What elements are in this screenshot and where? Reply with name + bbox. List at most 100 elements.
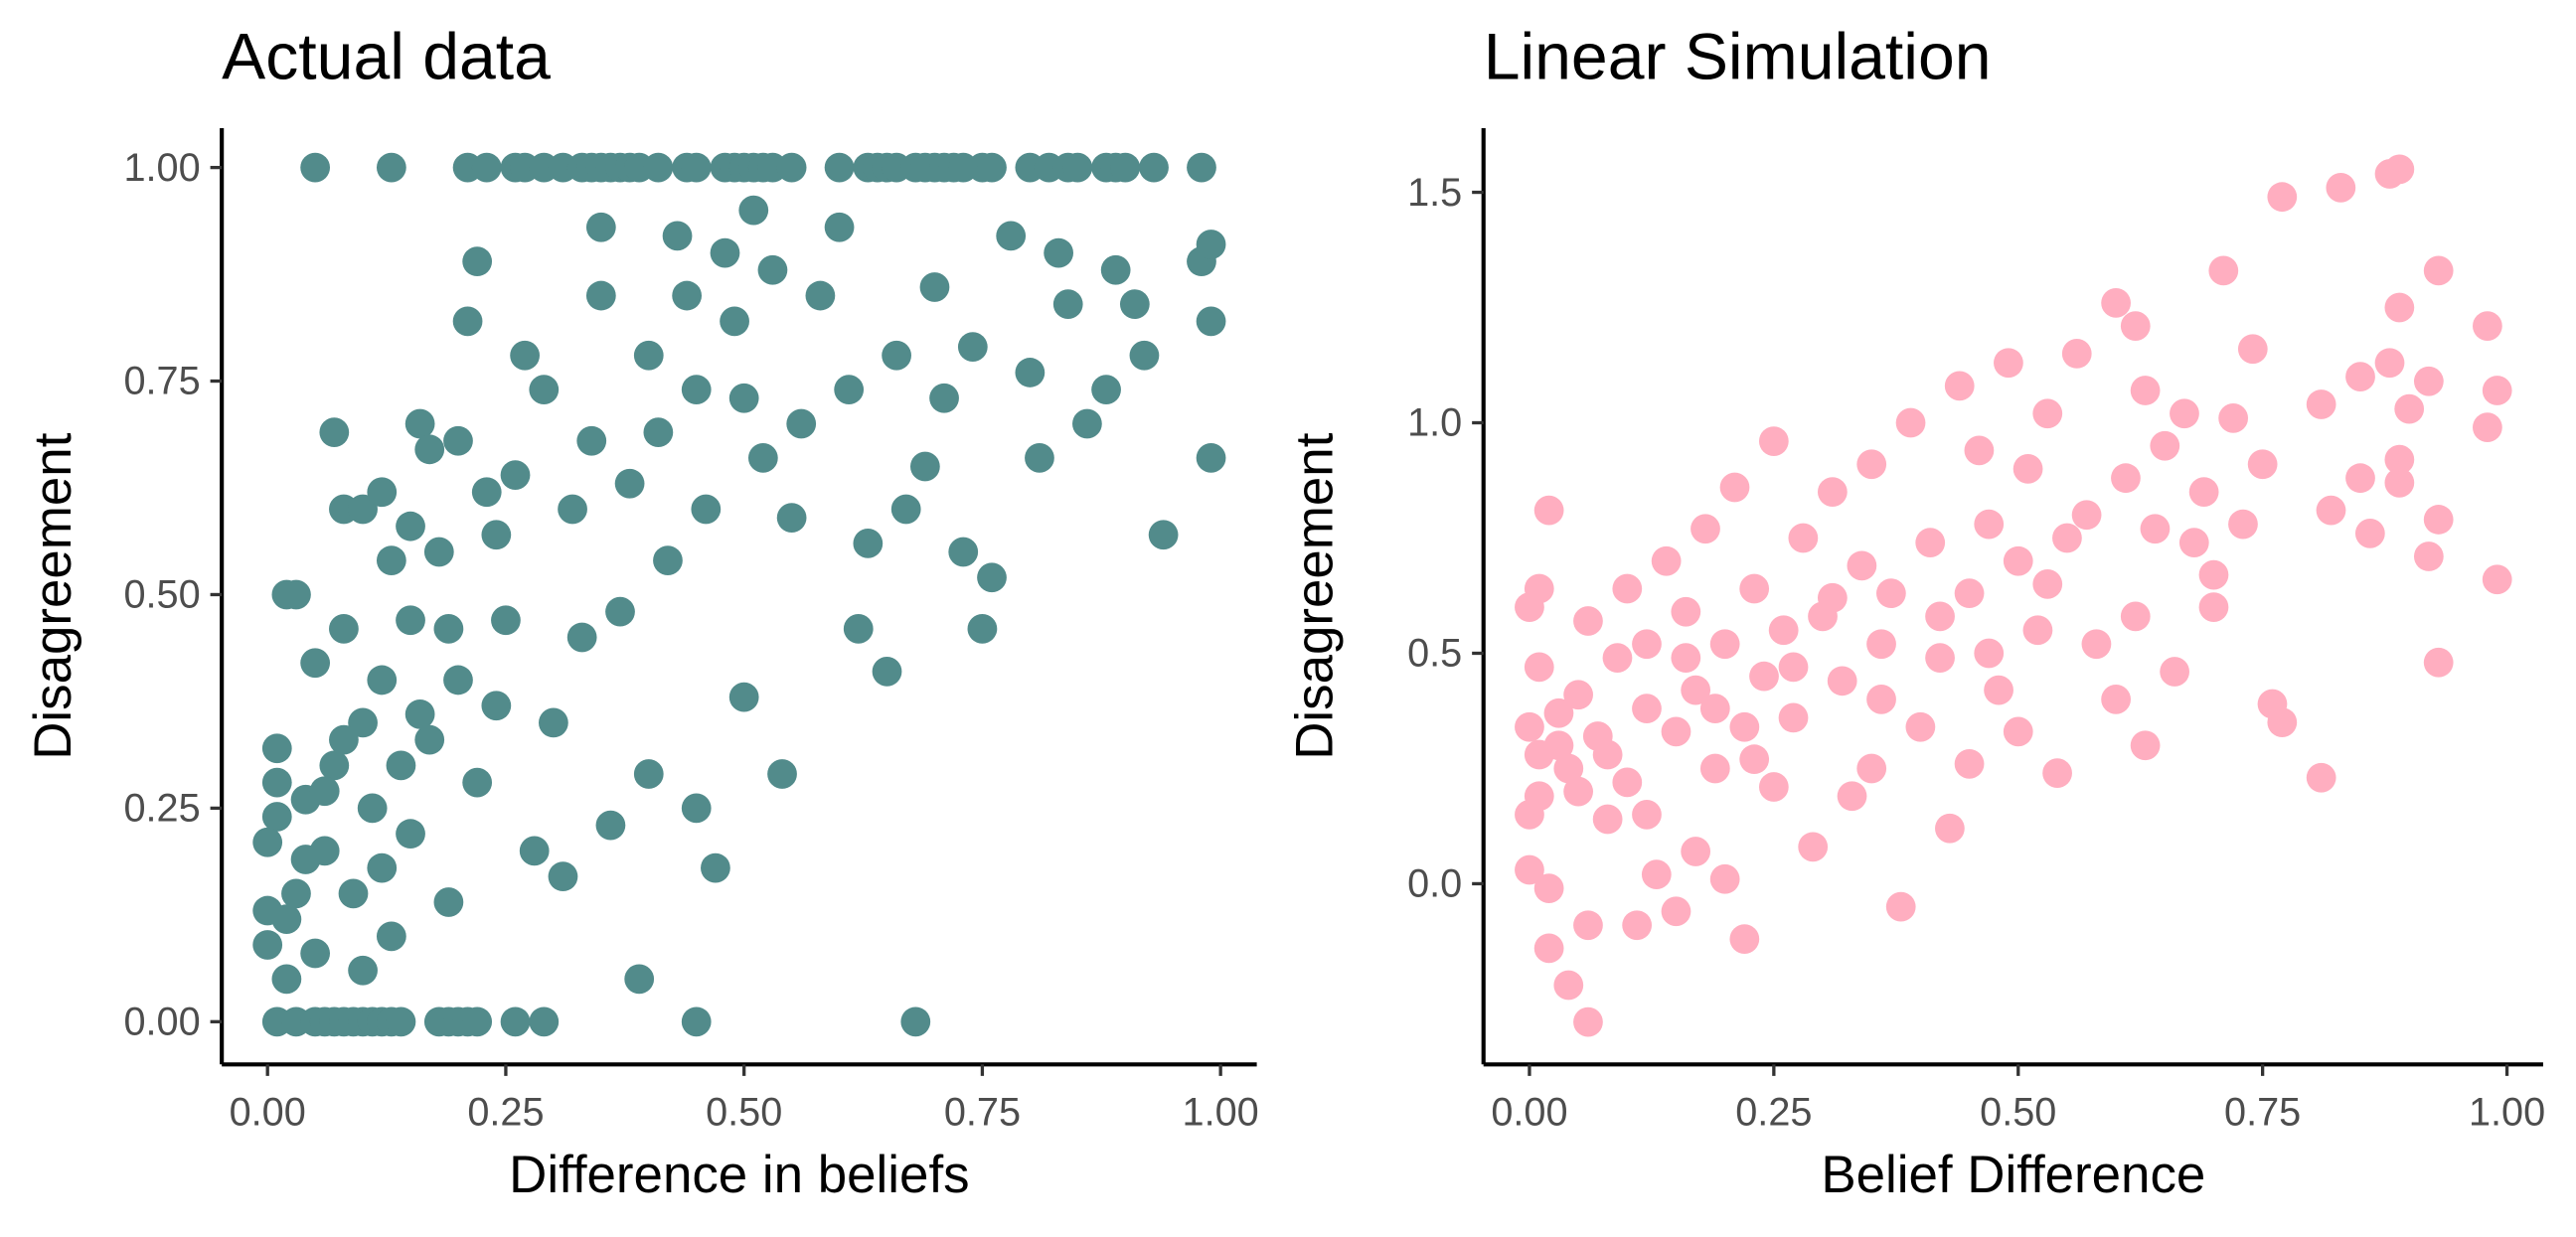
point	[1515, 711, 1544, 742]
point	[2170, 398, 2199, 429]
point	[919, 272, 950, 302]
point	[2208, 255, 2239, 286]
point	[2423, 647, 2454, 678]
chart-title: Linear Simulation	[1484, 20, 1992, 93]
point	[2218, 402, 2249, 433]
point	[510, 340, 540, 371]
point	[2120, 311, 2151, 341]
point	[348, 494, 378, 525]
point	[1622, 910, 1653, 941]
point	[1553, 970, 1584, 1001]
point	[396, 605, 425, 636]
point	[300, 648, 331, 679]
point	[1632, 629, 1662, 660]
point	[2052, 523, 2082, 553]
point	[386, 1006, 416, 1037]
panel: Actual data Difference in beliefs Disagree…	[24, 20, 1259, 1204]
point	[1681, 675, 1711, 705]
point	[996, 221, 1027, 251]
point	[433, 613, 464, 644]
point	[2267, 182, 2298, 213]
point	[2228, 509, 2258, 540]
y-tick-label: 0.5	[1407, 632, 1462, 676]
point	[643, 152, 674, 183]
point	[1866, 629, 1896, 660]
point	[1651, 545, 1682, 576]
point	[2061, 339, 2092, 369]
point	[529, 375, 560, 405]
x-tick-label: 0.75	[2224, 1090, 2301, 1134]
point	[548, 861, 578, 892]
point	[329, 724, 359, 755]
point	[2032, 569, 2063, 599]
point	[357, 793, 388, 824]
point	[2188, 477, 2219, 507]
point	[1778, 702, 1809, 733]
point	[261, 733, 292, 764]
point	[1592, 739, 1623, 770]
point	[1015, 358, 1046, 387]
point	[1758, 426, 1789, 456]
point	[2384, 467, 2415, 498]
point	[1954, 748, 1985, 779]
point	[1837, 781, 1867, 812]
point	[2384, 292, 2415, 323]
point	[1905, 711, 1936, 742]
point	[281, 579, 311, 610]
point	[261, 802, 292, 832]
point	[500, 460, 531, 490]
point	[1187, 152, 1216, 183]
point	[481, 691, 512, 721]
point	[2247, 449, 2278, 480]
point	[1612, 767, 1643, 798]
point	[396, 511, 425, 541]
point	[1119, 289, 1150, 320]
point	[2101, 288, 2131, 318]
y-tick-label: 0.0	[1407, 862, 1462, 906]
point	[252, 930, 283, 960]
point	[462, 246, 493, 277]
point	[1935, 813, 1965, 844]
point	[2003, 716, 2033, 747]
point	[566, 622, 597, 653]
y-axis-title: Disagreement	[24, 432, 82, 759]
point	[824, 212, 855, 242]
point	[681, 152, 712, 183]
x-tick-label: 0.25	[1735, 1090, 1812, 1134]
point	[633, 759, 664, 789]
point	[1632, 799, 1662, 830]
point	[701, 852, 730, 883]
point	[2413, 541, 2444, 571]
point	[2081, 629, 2112, 660]
point	[2032, 398, 2063, 429]
point	[2306, 762, 2336, 793]
point	[2354, 518, 2385, 548]
point	[300, 152, 331, 183]
point	[767, 759, 797, 789]
point	[576, 425, 607, 456]
point	[404, 408, 435, 439]
point	[2423, 255, 2454, 286]
point	[1915, 528, 1946, 558]
point	[967, 613, 998, 644]
y-tick-label: 0.00	[123, 1001, 200, 1044]
point	[1778, 652, 1809, 683]
point	[1592, 804, 1623, 835]
point	[1573, 910, 1603, 941]
point	[977, 562, 1007, 593]
point	[776, 152, 807, 183]
point	[2160, 657, 2189, 687]
point	[1632, 694, 1662, 724]
point	[786, 408, 817, 439]
point	[319, 750, 350, 781]
point	[1798, 832, 1829, 862]
point	[2482, 376, 2512, 405]
point	[834, 375, 865, 405]
point	[853, 529, 884, 558]
y-tick-label: 1.5	[1407, 171, 1462, 215]
point	[728, 682, 759, 712]
point	[1129, 340, 1160, 371]
point	[1524, 573, 1554, 604]
x-tick-label: 0.25	[467, 1090, 544, 1134]
point	[633, 340, 664, 371]
